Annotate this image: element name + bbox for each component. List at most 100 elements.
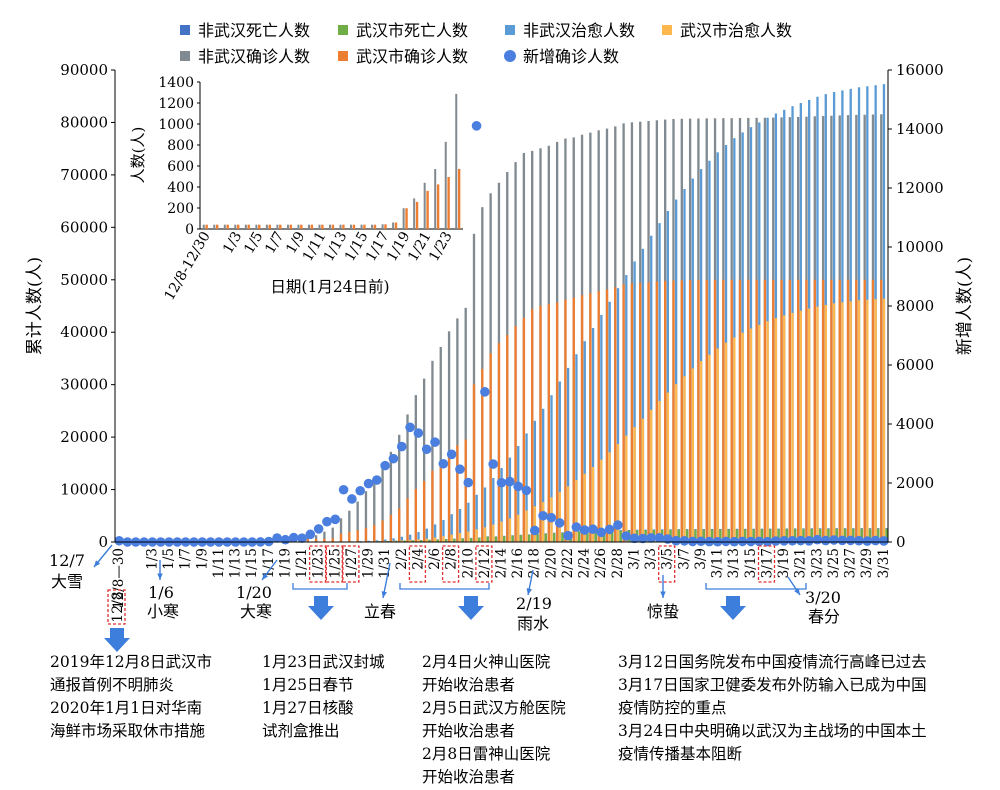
bar-wuhan-recovered: [559, 492, 561, 542]
bar-wuhan-confirmed: [440, 463, 442, 542]
inset-bar-wuhan: [332, 225, 334, 229]
new-confirmed-point: [771, 536, 781, 546]
bar-wuhan-confirmed: [373, 525, 375, 542]
inset-bar-wuhan: [447, 177, 449, 229]
legend-swatch: [338, 25, 348, 35]
x-tick-label: 3/5: [660, 548, 676, 570]
inset-bar-wuhan: [374, 225, 376, 229]
x-tick-label: 1/19: [277, 548, 293, 578]
bar-wuhan-confirmed: [581, 295, 583, 542]
x-tick-label: 2/6: [427, 548, 443, 570]
new-confirmed-point: [472, 121, 482, 131]
legend-label: 新增确诊人数: [523, 47, 619, 66]
bar-wuhan-recovered: [692, 368, 694, 542]
annotation-line: 疫情防控的重点: [618, 698, 927, 719]
bar-wuhan-confirmed: [348, 532, 350, 542]
inset-bar-total: [203, 225, 205, 229]
inset-y-tick-label: 0: [185, 222, 194, 238]
x-tick-label: 2/18: [527, 548, 543, 578]
new-confirmed-point: [680, 536, 690, 546]
bar-wuhan-deaths: [487, 537, 489, 542]
new-confirmed-point: [621, 531, 631, 541]
new-confirmed-point: [854, 536, 864, 546]
bar-wuhan-deaths: [578, 532, 580, 542]
bar-wuhan-deaths: [528, 535, 530, 542]
bar-wuhan-confirmed: [764, 280, 766, 542]
inset-bar-wuhan: [416, 202, 418, 229]
x-tick-label: 2/26: [593, 548, 609, 578]
inset-bar-wuhan: [353, 225, 355, 229]
annotation-line: 2019年12月8日武汉市: [50, 652, 212, 673]
thin-arrow-head: [382, 591, 387, 598]
bar-wuhan-confirmed: [489, 353, 491, 542]
bar-wuhan-confirmed: [415, 489, 417, 542]
bar-wuhan-confirmed: [731, 280, 733, 542]
new-confirmed-point: [497, 478, 507, 488]
x-tick-label: 3/17: [760, 548, 776, 578]
new-confirmed-point: [655, 533, 665, 543]
bar-wuhan-deaths: [553, 533, 555, 542]
bar-wuhan-confirmed: [697, 280, 699, 542]
annotation-line: 3月17日国家卫健委发布外防输入已成为中国: [618, 675, 927, 696]
x-tick-label: 3/3: [643, 548, 659, 570]
bar-wuhan-confirmed: [506, 335, 508, 542]
bar-wuhan-confirmed: [772, 280, 774, 542]
bar-wuhan-confirmed: [631, 283, 633, 542]
bar-wuhan-recovered: [517, 515, 519, 542]
new-confirmed-point: [330, 515, 340, 525]
event-label: 小寒: [147, 602, 179, 621]
bar-wuhan-confirmed: [847, 280, 849, 542]
annotation-line: 1月25日春节: [262, 675, 385, 696]
x-tick-label: 2/22: [560, 548, 576, 578]
new-confirmed-point: [422, 444, 432, 454]
inset-bar-total: [403, 208, 405, 229]
annotation-line: 2月5日武汉方舱医院: [422, 698, 566, 719]
inset-bar-wuhan: [458, 169, 460, 229]
bar-wuhan-recovered: [758, 325, 760, 542]
inset-bar-total: [255, 225, 257, 229]
legend-swatch: [505, 25, 515, 35]
new-confirmed-point: [522, 486, 532, 496]
bar-wuhan-deaths: [495, 537, 497, 542]
bar-wuhan-deaths: [503, 536, 505, 542]
x-tick-label: 3/29: [859, 548, 875, 578]
inset-bar-wuhan: [269, 225, 271, 229]
inset-x-tick-label: 1/23: [426, 229, 456, 264]
y-right-tick-label: 6000: [896, 356, 934, 374]
new-confirmed-point: [347, 494, 357, 504]
big-down-arrow: [104, 628, 130, 652]
annotation-line: 试剂盒推出: [262, 721, 385, 742]
inset-bar-total: [434, 169, 436, 229]
bar-wuhan-confirmed: [805, 280, 807, 542]
bar-wuhan-confirmed: [789, 280, 791, 542]
bar-wuhan-confirmed: [672, 280, 674, 542]
x-tick-label: 2/12: [477, 548, 493, 578]
inset-bar-wuhan: [227, 225, 229, 229]
bar-wuhan-recovered: [675, 384, 677, 542]
bar-wuhan-recovered: [708, 355, 710, 542]
inset-bar-total: [371, 225, 373, 229]
event-label: 春分: [808, 607, 840, 626]
bar-wuhan-confirmed: [722, 280, 724, 542]
new-confirmed-point: [397, 442, 407, 452]
bar-wuhan-recovered: [841, 302, 843, 542]
new-confirmed-point: [314, 524, 324, 534]
new-confirmed-point: [272, 533, 282, 543]
inset-y-tick-label: 200: [167, 201, 194, 217]
inset-bar-total: [266, 225, 268, 229]
x-tick-label: 3/13: [726, 548, 742, 578]
event-label: 1/20: [236, 583, 272, 602]
x-tick-label: 2/16: [510, 548, 526, 578]
y-left-tick-label: 20000: [60, 428, 108, 446]
new-confirmed-point: [721, 537, 731, 547]
annotation-line: 1月27日核酸: [262, 698, 385, 719]
y-right-tick-label: 10000: [896, 238, 944, 256]
bar-wuhan-confirmed: [622, 284, 624, 542]
inset-bar-total: [245, 225, 247, 229]
bar-wuhan-confirmed: [647, 282, 649, 542]
bar-wuhan-recovered: [542, 502, 544, 542]
x-tick-label: 2/28: [610, 548, 626, 578]
thin-arrow-head: [157, 574, 162, 580]
annotation-late-jan: 1月23日武汉封城 1月25日春节 1月27日核酸 试剂盒推出: [262, 652, 385, 744]
